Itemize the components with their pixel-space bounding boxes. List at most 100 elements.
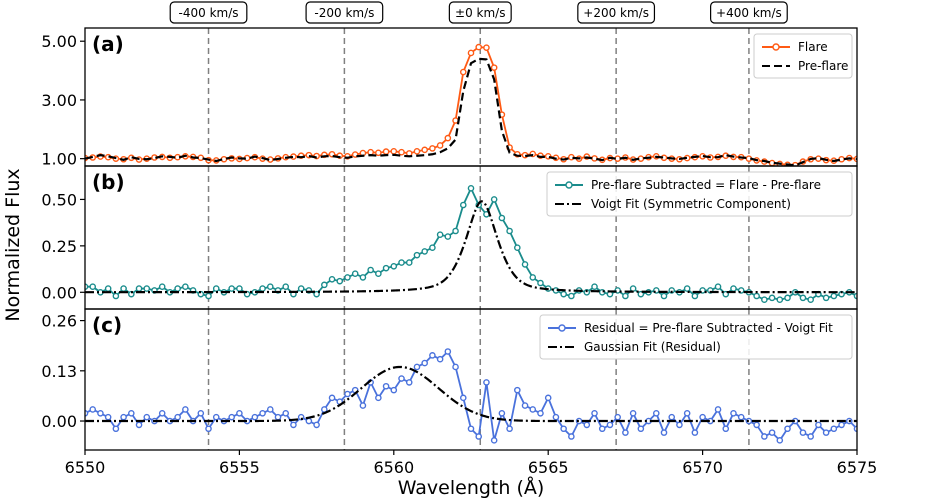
data-point	[490, 64, 498, 71]
data-point	[205, 292, 212, 300]
data-point	[830, 425, 838, 433]
data-point	[421, 146, 428, 154]
panel-series-group	[85, 43, 857, 166]
y-tick-label: 0.50	[41, 190, 77, 209]
data-point	[104, 413, 112, 421]
data-point	[822, 429, 830, 436]
data-point	[498, 214, 506, 222]
data-point	[128, 409, 135, 417]
y-axis-label: Normalized Flux	[2, 168, 24, 321]
data-point	[490, 196, 498, 203]
data-point	[822, 294, 830, 302]
data-point	[637, 425, 645, 433]
data-point	[521, 261, 529, 268]
data-point	[730, 409, 737, 417]
data-point	[367, 148, 374, 156]
y-tick-label: 1.00	[41, 150, 77, 169]
data-point	[506, 227, 513, 235]
data-point	[568, 292, 575, 300]
data-point	[398, 259, 405, 266]
data-point	[313, 421, 320, 429]
data-point	[784, 294, 791, 302]
data-point	[544, 394, 552, 402]
legend-marker	[558, 324, 566, 332]
data-point	[328, 275, 336, 283]
x-tick-label: 6575	[837, 458, 878, 477]
data-point	[351, 270, 359, 278]
data-point	[112, 425, 120, 433]
data-point	[514, 244, 521, 252]
data-point	[753, 292, 760, 300]
data-point	[212, 413, 220, 421]
data-point	[714, 406, 722, 413]
data-point	[182, 283, 189, 291]
x-tick-label: 6570	[682, 458, 723, 477]
data-point	[483, 44, 490, 51]
y-tick-label: 0.00	[41, 412, 77, 431]
data-point	[591, 283, 598, 291]
velocity-guides	[207, 28, 750, 450]
series-line	[85, 365, 857, 423]
data-point	[390, 262, 398, 270]
data-point	[390, 386, 398, 394]
data-point	[475, 433, 483, 440]
data-point	[768, 294, 776, 302]
legend-box	[546, 171, 853, 217]
data-point	[158, 409, 166, 417]
data-point	[290, 421, 297, 429]
data-point	[212, 285, 220, 292]
data-point	[568, 433, 575, 440]
data-point	[660, 429, 668, 436]
data-point	[799, 294, 807, 302]
data-point	[459, 68, 467, 76]
data-point	[583, 421, 591, 429]
velocity-label: +200 km/s	[583, 6, 649, 20]
data-point	[429, 352, 436, 359]
panel-label: (c)	[92, 313, 122, 337]
data-point	[737, 413, 745, 421]
data-point	[444, 134, 452, 142]
data-point	[668, 287, 676, 294]
panel-background	[85, 28, 857, 166]
data-point	[591, 409, 598, 417]
legend-entry: Pre-flare	[798, 59, 848, 73]
data-point	[143, 413, 151, 421]
data-point	[182, 406, 189, 413]
data-point	[560, 290, 567, 298]
data-point	[429, 244, 436, 252]
data-point	[344, 274, 351, 281]
data-point	[521, 402, 529, 409]
data-point	[405, 379, 413, 386]
y-tick-label: 3.00	[41, 91, 77, 110]
data-point	[336, 277, 344, 285]
data-point	[815, 421, 822, 429]
data-point	[776, 437, 784, 444]
data-point	[444, 348, 452, 355]
data-point	[398, 375, 405, 382]
velocity-label-box	[448, 1, 512, 24]
data-series	[85, 43, 857, 444]
velocity-label-box	[305, 1, 384, 24]
data-point	[282, 409, 290, 417]
velocity-label-box	[710, 1, 788, 24]
data-point	[768, 429, 776, 436]
data-point	[158, 283, 166, 291]
data-point	[745, 417, 753, 425]
x-tick-label: 6555	[219, 458, 260, 477]
velocity-label: -400 km/s	[179, 6, 239, 20]
data-point	[514, 386, 521, 394]
x-tick-label: 6550	[65, 458, 106, 477]
data-point	[251, 413, 259, 421]
data-point	[321, 281, 328, 289]
data-point	[259, 409, 266, 417]
data-point	[359, 274, 367, 281]
data-point	[668, 413, 676, 421]
data-point	[197, 409, 205, 417]
data-point	[266, 406, 274, 413]
data-point	[838, 421, 845, 429]
data-point	[722, 425, 730, 433]
data-point	[637, 290, 645, 298]
panel-frame	[84, 308, 858, 451]
data-point	[205, 425, 212, 433]
data-point	[799, 429, 807, 436]
